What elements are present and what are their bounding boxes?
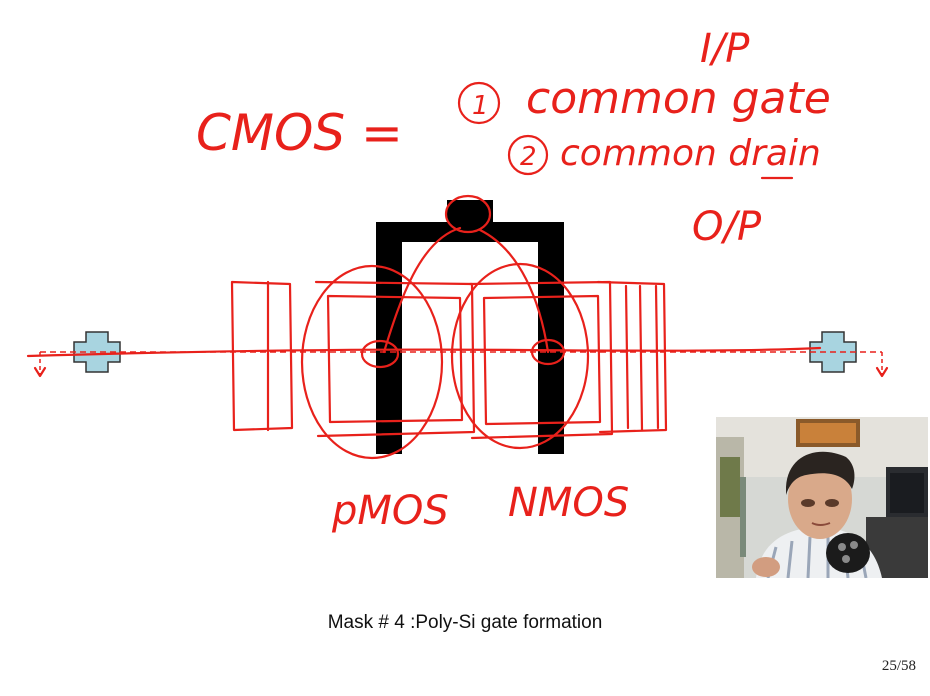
left-contact-pad [73, 331, 121, 373]
hand-drawn-line [26, 346, 822, 358]
cmos-label: CMOS = [196, 104, 403, 162]
nmos-label: NMOS [508, 480, 629, 526]
hand-drawn-circles [300, 194, 590, 460]
pmos-label: pMOS [331, 488, 449, 534]
poly-si-gate [376, 200, 564, 454]
hand-drawn-boxes [230, 280, 668, 440]
slide-caption: Mask # 4 :Poly-Si gate formation [327, 612, 603, 633]
output-label: O/P [692, 204, 762, 250]
handwritten-annotations: CMOS = 1 common gate 2 common drain I/P … [196, 26, 831, 534]
item2-number: 2 [520, 142, 537, 172]
page-number: 25/58 [881, 658, 916, 674]
item1-number: 1 [472, 91, 489, 121]
input-label: I/P [700, 26, 750, 72]
item1-text: common gate [526, 73, 831, 124]
presenter-video-frame [716, 417, 928, 578]
item2-text: common drain [560, 133, 821, 174]
presenter-webcam [716, 417, 928, 578]
